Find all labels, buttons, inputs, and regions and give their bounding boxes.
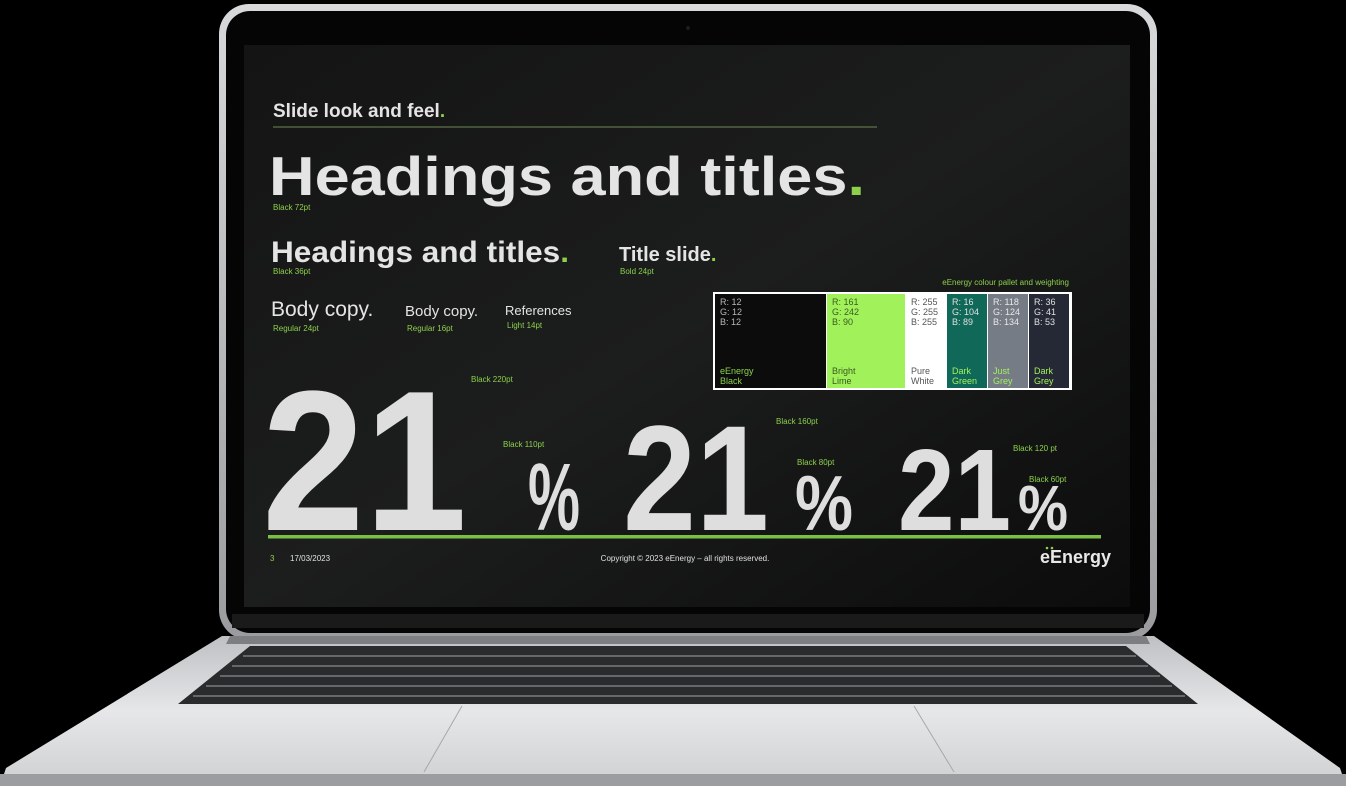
number-digits: 21 xyxy=(623,394,769,562)
swatch-name: Lime xyxy=(832,376,852,386)
style-note: Black 110pt xyxy=(503,440,545,449)
swatch-name: Just xyxy=(993,366,1010,376)
swatch-rgb: G: 12 xyxy=(720,307,742,317)
footer-date: 17/03/2023 xyxy=(290,554,331,563)
title-slide: Title slide. xyxy=(619,244,716,266)
style-note: Black 60pt xyxy=(1029,475,1067,484)
style-note: Black 220pt xyxy=(471,375,514,384)
swatch-rgb: G: 41 xyxy=(1034,307,1056,317)
swatch-name: Grey xyxy=(1034,376,1054,386)
number-percent: % xyxy=(1018,472,1068,544)
heading-large: Headings and titles. xyxy=(269,145,865,207)
swatch xyxy=(715,294,826,388)
swatch-rgb: G: 104 xyxy=(952,307,979,317)
section-title-text: Slide look and feel xyxy=(273,101,440,122)
logo-dot xyxy=(1050,546,1054,550)
hinge-shadow xyxy=(232,614,1144,628)
style-note: Regular 24pt xyxy=(273,324,320,333)
logo-dot xyxy=(1045,546,1049,550)
swatch-rgb: B: 53 xyxy=(1034,317,1055,327)
style-note: Light 14pt xyxy=(507,321,543,330)
heading-medium: Headings and titles. xyxy=(271,236,569,269)
swatch-rgb: R: 118 xyxy=(993,297,1019,307)
swatch-rgb: R: 12 xyxy=(720,297,742,307)
camera xyxy=(686,26,690,30)
swatch-name: Black xyxy=(720,376,743,386)
swatch xyxy=(1029,294,1069,388)
page-number: 3 xyxy=(270,554,275,563)
keyboard xyxy=(178,646,1198,704)
number-digits: 21 xyxy=(262,350,467,573)
title-dot: . xyxy=(711,244,717,266)
swatch xyxy=(906,294,946,388)
swatch-rgb: G: 242 xyxy=(832,307,859,317)
swatch-name: Dark xyxy=(1034,366,1054,376)
number-digits: 21 xyxy=(898,425,1011,555)
style-note: Black 36pt xyxy=(273,267,311,276)
swatch-rgb: B: 255 xyxy=(911,317,937,327)
swatch-rgb: B: 90 xyxy=(832,317,853,327)
swatch-name: eEnergy xyxy=(720,366,754,376)
trackpad-edge xyxy=(423,705,463,773)
section-title-dot: . xyxy=(440,101,445,122)
logo: eEnergy xyxy=(1040,547,1111,567)
style-note: Bold 24pt xyxy=(620,267,655,276)
swatch-name: Pure xyxy=(911,366,930,376)
swatch xyxy=(988,294,1028,388)
body-sample: Body copy. xyxy=(405,303,478,320)
heading-dot: . xyxy=(847,145,865,207)
swatch-name: Grey xyxy=(993,376,1013,386)
swatch-rgb: R: 161 xyxy=(832,297,859,307)
swatch xyxy=(947,294,987,388)
palette-caption: eEnergy colour pallet and weighting xyxy=(942,278,1069,287)
trackpad-edge xyxy=(913,705,955,773)
heading-text: Headings and titles xyxy=(271,236,560,269)
style-note: Black 160pt xyxy=(776,417,819,426)
swatch xyxy=(827,294,905,388)
swatch-rgb: B: 134 xyxy=(993,317,1019,327)
title-text: Title slide xyxy=(619,244,711,266)
style-note: Black 120 pt xyxy=(1013,444,1058,453)
swatch-rgb: G: 124 xyxy=(993,307,1020,317)
number-percent: % xyxy=(795,459,853,547)
swatch-rgb: B: 12 xyxy=(720,317,741,327)
style-note: Regular 16pt xyxy=(407,324,454,333)
swatch-rgb: R: 36 xyxy=(1034,297,1056,307)
footer-rule xyxy=(268,535,1101,539)
body-sample: Body copy. xyxy=(271,298,373,321)
heading-dot: . xyxy=(560,236,569,269)
swatch-rgb: R: 16 xyxy=(952,297,974,307)
hinge xyxy=(226,636,1150,644)
section-title: Slide look and feel. xyxy=(273,101,445,122)
swatch-name: Dark xyxy=(952,366,972,376)
style-note: Black 72pt xyxy=(273,203,311,212)
copyright: Copyright © 2023 eEnergy – all rights re… xyxy=(601,554,770,563)
swatch-name: White xyxy=(911,376,934,386)
number-percent: % xyxy=(528,444,580,551)
swatch-name: Green xyxy=(952,376,977,386)
key-rows xyxy=(193,655,1185,697)
style-note: Black 80pt xyxy=(797,458,835,467)
swatch-rgb: G: 255 xyxy=(911,307,938,317)
swatch-rgb: B: 89 xyxy=(952,317,973,327)
body-sample: References xyxy=(505,303,572,318)
heading-text: Headings and titles xyxy=(269,145,847,207)
swatch-rgb: R: 255 xyxy=(911,297,938,307)
slide: Slide look and feel. Headings and titles… xyxy=(262,101,1111,573)
base-edge xyxy=(0,774,1346,786)
swatch-name: Bright xyxy=(832,366,856,376)
